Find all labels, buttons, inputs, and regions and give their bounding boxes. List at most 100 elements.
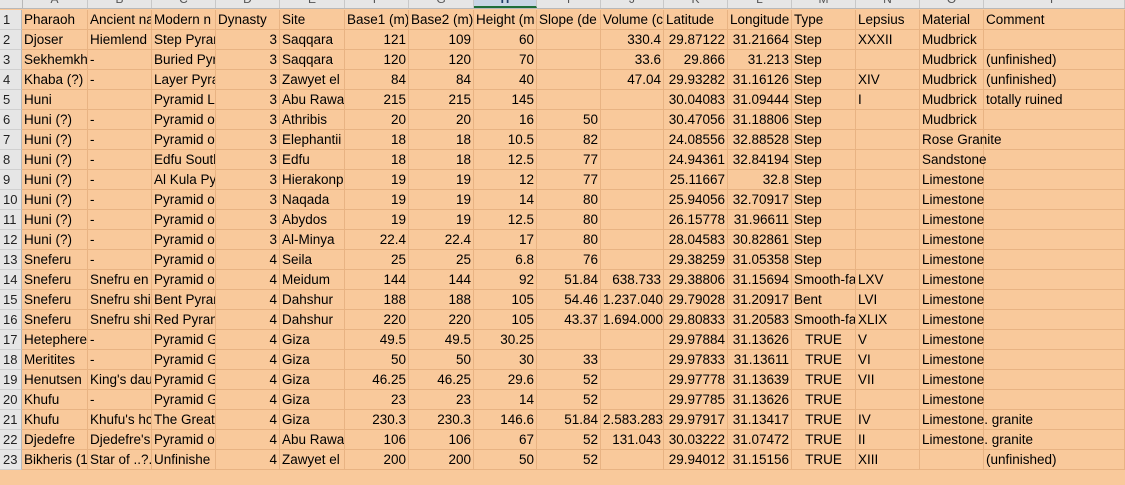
cell-i9[interactable]: 77: [537, 170, 601, 190]
cell-b12[interactable]: -: [88, 230, 152, 250]
cell-i8[interactable]: 77: [537, 150, 601, 170]
cell-i14[interactable]: 51.84: [537, 270, 601, 290]
column-header-k[interactable]: K: [664, 0, 728, 8]
cell-l21[interactable]: 31.13417: [728, 410, 792, 430]
cell-g12[interactable]: 22.4: [409, 230, 474, 250]
cell-n18[interactable]: VI: [856, 350, 920, 370]
cell-i15[interactable]: 54.46: [537, 290, 601, 310]
row-number[interactable]: 17: [0, 330, 22, 350]
column-header-c[interactable]: C: [152, 0, 216, 8]
cell-m4[interactable]: Step: [792, 70, 856, 90]
cell-o12[interactable]: Limestone: [920, 230, 984, 250]
cell-c8[interactable]: Edfu Soutl: [152, 150, 216, 170]
cell-d12[interactable]: 3: [216, 230, 280, 250]
cell-j13[interactable]: [601, 250, 664, 270]
cell-f16[interactable]: 220: [345, 310, 409, 330]
row-number[interactable]: 23: [0, 450, 22, 470]
column-header-d[interactable]: D: [216, 0, 280, 8]
cell-g3[interactable]: 120: [409, 50, 474, 70]
cell-l1[interactable]: Longitude: [728, 10, 792, 30]
cell-k9[interactable]: 25.11667: [664, 170, 728, 190]
cell-b6[interactable]: -: [88, 110, 152, 130]
cell-g14[interactable]: 144: [409, 270, 474, 290]
cell-p20[interactable]: [984, 390, 1125, 410]
cell-d10[interactable]: 3: [216, 190, 280, 210]
cell-i19[interactable]: 52: [537, 370, 601, 390]
cell-d16[interactable]: 4: [216, 310, 280, 330]
cell-o4[interactable]: Mudbrick: [920, 70, 984, 90]
cell-h20[interactable]: 14: [474, 390, 537, 410]
cell-f2[interactable]: 121: [345, 30, 409, 50]
cell-c5[interactable]: Pyramid L: [152, 90, 216, 110]
cell-o1[interactable]: Material: [920, 10, 984, 30]
cell-h22[interactable]: 67: [474, 430, 537, 450]
cell-f14[interactable]: 144: [345, 270, 409, 290]
column-header-g[interactable]: G: [409, 0, 474, 8]
cell-p23[interactable]: (unfinished): [984, 450, 1125, 470]
cell-o20[interactable]: Limestone: [920, 390, 984, 410]
row-number[interactable]: 22: [0, 430, 22, 450]
cell-h5[interactable]: 145: [474, 90, 537, 110]
cell-m6[interactable]: Step: [792, 110, 856, 130]
cell-l18[interactable]: 31.13611: [728, 350, 792, 370]
cell-n5[interactable]: I: [856, 90, 920, 110]
cell-j7[interactable]: [601, 130, 664, 150]
cell-j17[interactable]: [601, 330, 664, 350]
cell-d15[interactable]: 4: [216, 290, 280, 310]
row-number[interactable]: 21: [0, 410, 22, 430]
cell-e2[interactable]: Saqqara: [280, 30, 345, 50]
cell-a3[interactable]: Sekhemkh: [22, 50, 88, 70]
cell-i6[interactable]: 50: [537, 110, 601, 130]
cell-f20[interactable]: 23: [345, 390, 409, 410]
cell-g16[interactable]: 220: [409, 310, 474, 330]
cell-m5[interactable]: Step: [792, 90, 856, 110]
cell-n10[interactable]: [856, 190, 920, 210]
cell-e1[interactable]: Site: [280, 10, 345, 30]
cell-f10[interactable]: 19: [345, 190, 409, 210]
cell-k6[interactable]: 30.47056: [664, 110, 728, 130]
cell-c21[interactable]: The Great: [152, 410, 216, 430]
cell-o11[interactable]: Limestone: [920, 210, 984, 230]
column-header-j[interactable]: J: [601, 0, 664, 8]
cell-f23[interactable]: 200: [345, 450, 409, 470]
cell-k4[interactable]: 29.93282: [664, 70, 728, 90]
cell-d11[interactable]: 3: [216, 210, 280, 230]
cell-l16[interactable]: 31.20583: [728, 310, 792, 330]
cell-f12[interactable]: 22.4: [345, 230, 409, 250]
cell-n6[interactable]: [856, 110, 920, 130]
cell-k14[interactable]: 29.38806: [664, 270, 728, 290]
cell-h2[interactable]: 60: [474, 30, 537, 50]
cell-p13[interactable]: [984, 250, 1125, 270]
cell-a1[interactable]: Pharaoh: [22, 10, 88, 30]
cell-d3[interactable]: 3: [216, 50, 280, 70]
cell-e4[interactable]: Zawyet el: [280, 70, 345, 90]
cell-c2[interactable]: Step Pyran: [152, 30, 216, 50]
cell-e3[interactable]: Saqqara: [280, 50, 345, 70]
cell-i23[interactable]: 52: [537, 450, 601, 470]
cell-c7[interactable]: Pyramid o: [152, 130, 216, 150]
cell-n12[interactable]: [856, 230, 920, 250]
cell-p21[interactable]: [984, 410, 1125, 430]
cell-p6[interactable]: [984, 110, 1125, 130]
cell-m17[interactable]: TRUE: [792, 330, 856, 350]
cell-g19[interactable]: 46.25: [409, 370, 474, 390]
cell-b22[interactable]: Djedefre's: [88, 430, 152, 450]
cell-j19[interactable]: [601, 370, 664, 390]
cell-c14[interactable]: Pyramid o: [152, 270, 216, 290]
column-header-l[interactable]: L: [728, 0, 792, 8]
row-number[interactable]: 11: [0, 210, 22, 230]
cell-b18[interactable]: -: [88, 350, 152, 370]
cell-k2[interactable]: 29.87122: [664, 30, 728, 50]
cell-p16[interactable]: [984, 310, 1125, 330]
cell-a8[interactable]: Huni (?): [22, 150, 88, 170]
cell-e15[interactable]: Dahshur: [280, 290, 345, 310]
cell-i4[interactable]: [537, 70, 601, 90]
row-number[interactable]: 20: [0, 390, 22, 410]
cell-m11[interactable]: Step: [792, 210, 856, 230]
cell-d18[interactable]: 4: [216, 350, 280, 370]
column-header-h[interactable]: H: [474, 0, 537, 8]
cell-c4[interactable]: Layer Pyra: [152, 70, 216, 90]
cell-a16[interactable]: Sneferu: [22, 310, 88, 330]
cell-g18[interactable]: 50: [409, 350, 474, 370]
row-number[interactable]: 16: [0, 310, 22, 330]
